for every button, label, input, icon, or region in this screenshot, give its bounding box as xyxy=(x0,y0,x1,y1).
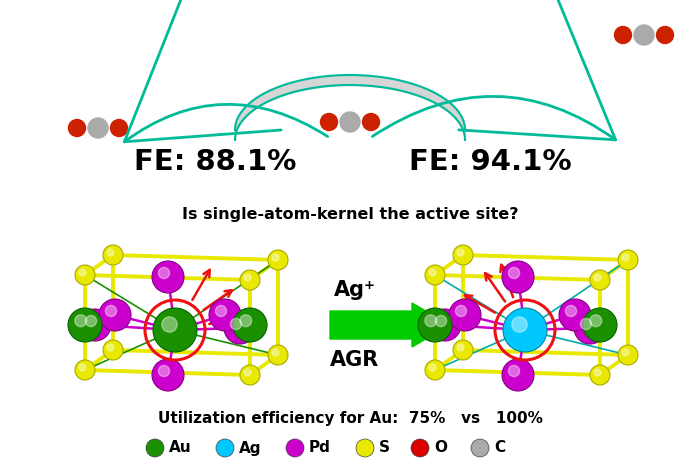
Circle shape xyxy=(618,345,638,365)
Circle shape xyxy=(244,274,251,281)
Circle shape xyxy=(240,270,260,290)
Circle shape xyxy=(590,315,602,327)
Circle shape xyxy=(363,114,379,131)
Circle shape xyxy=(580,318,592,330)
Circle shape xyxy=(449,299,481,331)
Circle shape xyxy=(583,308,617,342)
Text: Pd: Pd xyxy=(309,440,331,456)
Text: Ag: Ag xyxy=(239,440,262,456)
Circle shape xyxy=(268,250,288,270)
Circle shape xyxy=(457,344,464,351)
Text: S: S xyxy=(379,440,390,456)
Circle shape xyxy=(233,308,267,342)
Circle shape xyxy=(111,120,127,136)
Circle shape xyxy=(594,274,601,281)
Circle shape xyxy=(566,305,577,317)
Circle shape xyxy=(286,439,304,457)
Circle shape xyxy=(99,299,131,331)
Circle shape xyxy=(85,315,97,327)
FancyArrow shape xyxy=(330,303,450,347)
Circle shape xyxy=(615,27,631,44)
Circle shape xyxy=(502,261,534,293)
Circle shape xyxy=(216,439,234,457)
Circle shape xyxy=(456,305,467,317)
Circle shape xyxy=(158,267,169,279)
Circle shape xyxy=(503,308,547,352)
Circle shape xyxy=(79,269,86,276)
Circle shape xyxy=(107,344,114,351)
Circle shape xyxy=(429,364,436,371)
Circle shape xyxy=(429,269,436,276)
Circle shape xyxy=(240,365,260,385)
Circle shape xyxy=(88,118,108,138)
Circle shape xyxy=(103,245,123,265)
Circle shape xyxy=(230,318,241,330)
Circle shape xyxy=(594,369,601,376)
Circle shape xyxy=(590,365,610,385)
Circle shape xyxy=(79,309,111,341)
Circle shape xyxy=(622,349,629,356)
Circle shape xyxy=(471,439,489,457)
Circle shape xyxy=(79,364,86,371)
Circle shape xyxy=(622,254,629,261)
Circle shape xyxy=(425,360,445,380)
Circle shape xyxy=(574,312,606,344)
Text: FE: 94.1%: FE: 94.1% xyxy=(409,148,571,176)
Circle shape xyxy=(146,439,164,457)
Text: FE: 88.1%: FE: 88.1% xyxy=(134,148,296,176)
Circle shape xyxy=(508,365,519,377)
Circle shape xyxy=(75,360,95,380)
Circle shape xyxy=(106,305,117,317)
Text: Ag⁺: Ag⁺ xyxy=(334,280,376,300)
Circle shape xyxy=(618,250,638,270)
Circle shape xyxy=(425,265,445,285)
Text: C: C xyxy=(494,440,505,456)
Circle shape xyxy=(244,369,251,376)
Circle shape xyxy=(634,25,654,45)
Circle shape xyxy=(508,267,519,279)
Text: O: O xyxy=(434,440,447,456)
Circle shape xyxy=(453,245,473,265)
Circle shape xyxy=(224,312,256,344)
Circle shape xyxy=(107,249,114,256)
Circle shape xyxy=(559,299,591,331)
Circle shape xyxy=(411,439,429,457)
Circle shape xyxy=(429,309,461,341)
Circle shape xyxy=(657,27,673,44)
Circle shape xyxy=(435,315,447,327)
Circle shape xyxy=(240,315,252,327)
Circle shape xyxy=(69,120,85,136)
Circle shape xyxy=(75,315,87,327)
Circle shape xyxy=(268,345,288,365)
Circle shape xyxy=(321,114,337,131)
Circle shape xyxy=(103,340,123,360)
Circle shape xyxy=(590,270,610,290)
Circle shape xyxy=(453,340,473,360)
Text: Utilization efficiency for Au:  75%   vs   100%: Utilization efficiency for Au: 75% vs 10… xyxy=(158,410,542,426)
Circle shape xyxy=(425,315,437,327)
Circle shape xyxy=(75,265,95,285)
Circle shape xyxy=(152,261,184,293)
Circle shape xyxy=(152,359,184,391)
Circle shape xyxy=(512,317,527,332)
Circle shape xyxy=(457,249,464,256)
Circle shape xyxy=(162,317,177,332)
Circle shape xyxy=(340,112,360,132)
Text: Is single-atom-kernel the active site?: Is single-atom-kernel the active site? xyxy=(182,208,518,222)
Circle shape xyxy=(153,308,197,352)
Circle shape xyxy=(158,365,169,377)
FancyArrowPatch shape xyxy=(372,0,615,140)
Circle shape xyxy=(356,439,374,457)
Circle shape xyxy=(418,308,452,342)
FancyArrowPatch shape xyxy=(125,0,328,142)
Text: Au: Au xyxy=(169,440,192,456)
Circle shape xyxy=(68,308,102,342)
Circle shape xyxy=(216,305,227,317)
Circle shape xyxy=(502,359,534,391)
Circle shape xyxy=(272,254,279,261)
Circle shape xyxy=(272,349,279,356)
Text: AGR: AGR xyxy=(330,350,379,370)
Circle shape xyxy=(209,299,241,331)
